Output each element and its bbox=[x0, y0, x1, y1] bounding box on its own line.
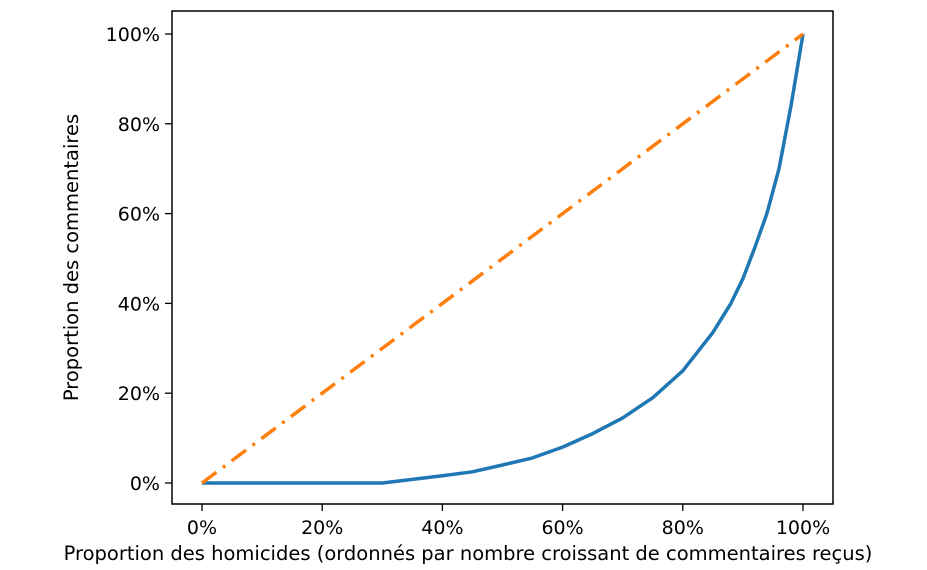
y-axis-label: Proportion des commentaires bbox=[60, 114, 83, 401]
series-layer bbox=[200, 32, 805, 485]
x-tick-label: 60% bbox=[541, 517, 583, 539]
x-tick-label: 100% bbox=[776, 517, 830, 539]
y-tick-label: 40% bbox=[118, 293, 160, 315]
x-axis-label: Proportion des homicides (ordonnés par n… bbox=[64, 542, 873, 565]
y-tick-label: 100% bbox=[106, 24, 160, 46]
y-tick-label: 20% bbox=[118, 383, 160, 405]
tick-layer: 0% 20% 40% 60% 80% 100% 0% 20% 40% 60% 80% 100% bbox=[106, 24, 830, 539]
y-tick-label: 0% bbox=[130, 473, 160, 495]
series-line-1 bbox=[202, 33, 805, 485]
y-tick-label: 80% bbox=[118, 114, 160, 136]
series-line-2 bbox=[200, 32, 805, 485]
x-tick-label: 20% bbox=[301, 517, 343, 539]
plot-frame bbox=[171, 10, 834, 505]
x-tick-label: 80% bbox=[662, 517, 704, 539]
x-tick-label: 40% bbox=[421, 517, 463, 539]
x-tick-label: 0% bbox=[187, 517, 217, 539]
y-tick-label: 60% bbox=[118, 204, 160, 226]
